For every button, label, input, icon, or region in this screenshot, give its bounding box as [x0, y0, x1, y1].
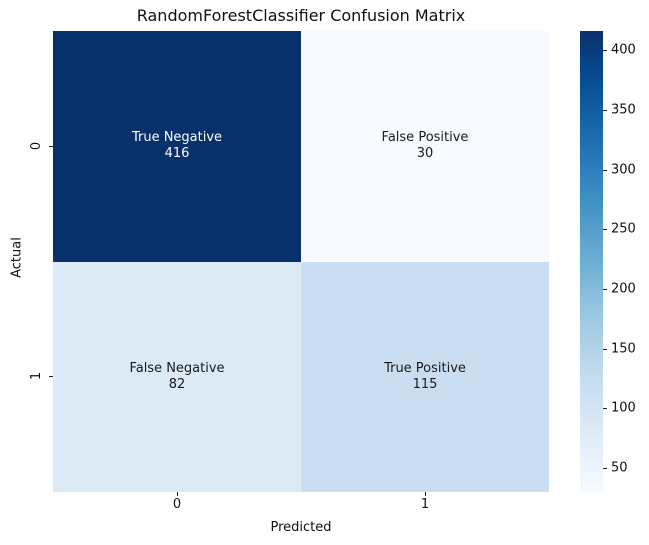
cell-value: 416	[164, 146, 190, 162]
y-tick-label-0: 0	[28, 141, 44, 151]
cell-label: False Positive	[381, 130, 469, 146]
colorbar-tick-label: 100	[611, 400, 636, 416]
cell-false-positive: False Positive 30	[301, 31, 549, 262]
colorbar-tick-mark	[603, 110, 607, 111]
colorbar-tick-label: 200	[611, 281, 636, 297]
cell-label: True Positive	[384, 360, 466, 376]
colorbar-tick-mark	[603, 50, 607, 51]
x-tick-label-1: 1	[420, 497, 430, 512]
x-axis-label: Predicted	[270, 520, 332, 535]
x-tick-mark-0	[176, 492, 178, 496]
x-tick-mark-1	[424, 492, 426, 496]
colorbar-tick-mark	[603, 468, 607, 469]
cell-value: 30	[416, 146, 434, 162]
cell-true-negative: True Negative 416	[53, 31, 301, 262]
y-tick-mark-0	[49, 146, 53, 147]
x-tick-label-0: 0	[172, 497, 182, 512]
colorbar-tick-mark	[603, 349, 607, 350]
colorbar-tick-label: 400	[611, 42, 636, 58]
y-axis-label: Actual	[9, 237, 25, 278]
colorbar-tick-mark	[603, 408, 607, 409]
colorbar-tick-label: 150	[611, 341, 636, 357]
cell-label: True Negative	[131, 130, 223, 146]
chart-title: RandomForestClassifier Confusion Matrix	[136, 6, 466, 25]
cell-false-negative: False Negative 82	[53, 261, 301, 492]
y-tick-mark-1	[49, 376, 53, 377]
colorbar-tick-mark	[603, 170, 607, 171]
colorbar-tick-mark	[603, 229, 607, 230]
colorbar-tick-mark	[603, 289, 607, 290]
colorbar-tick-label: 300	[611, 162, 636, 178]
colorbar-tick-label: 50	[611, 460, 628, 476]
y-tick-label-1: 1	[28, 371, 44, 381]
colorbar-tick-label: 250	[611, 221, 636, 237]
cell-value: 115	[412, 376, 438, 392]
heatmap-grid: True Negative 416 False Positive 30 Fals…	[53, 31, 549, 492]
cell-label: False Negative	[129, 360, 225, 376]
cell-value: 82	[168, 376, 186, 392]
colorbar-tick-label: 350	[611, 102, 636, 118]
colorbar-gradient	[580, 31, 603, 492]
cell-true-positive: True Positive 115	[301, 261, 549, 492]
